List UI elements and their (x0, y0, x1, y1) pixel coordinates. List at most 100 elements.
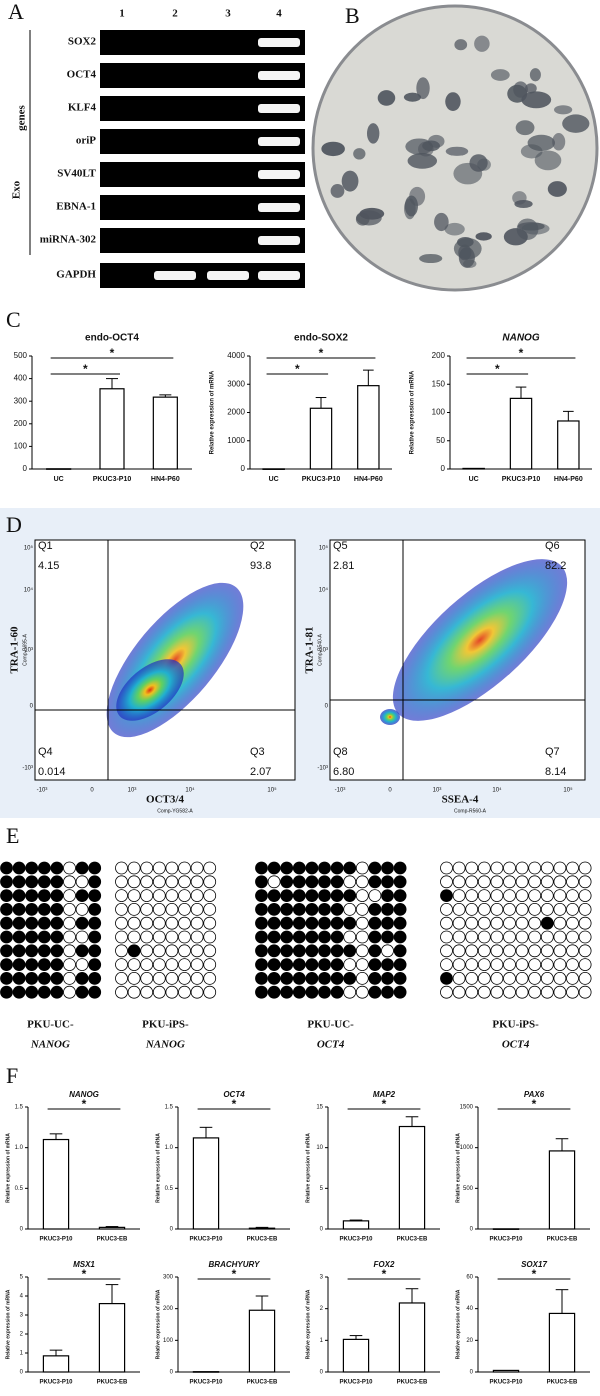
cpg (465, 889, 479, 902)
cpg (578, 944, 592, 958)
cpg (305, 889, 319, 902)
y-tick-label: 300 (163, 1275, 174, 1281)
cpg (566, 930, 579, 944)
bar (342, 1220, 370, 1230)
cpg (503, 916, 516, 930)
colonies (321, 35, 590, 268)
density (392, 559, 568, 721)
cpg (515, 861, 529, 875)
cpg (37, 958, 51, 971)
cpg (343, 889, 357, 902)
cpg (330, 944, 344, 958)
cpg (127, 903, 141, 916)
cpg (318, 944, 331, 958)
significance-label: * (83, 362, 88, 376)
colony (321, 141, 345, 157)
sample-label: PKU-UC- (27, 1019, 74, 1031)
cpg (25, 944, 39, 958)
cpg (515, 944, 529, 958)
cpg (318, 875, 331, 889)
chart-title: NANOG (69, 1090, 99, 1099)
cpg (280, 930, 294, 944)
y-tick-label: 4 (20, 1294, 24, 1300)
cpg (127, 889, 141, 902)
cpg (515, 903, 529, 916)
cpg (152, 889, 166, 902)
cpg (127, 861, 141, 875)
cpg (465, 916, 479, 930)
cpg (115, 875, 128, 889)
y-tick-label: 500 (463, 1186, 474, 1192)
x-tick-label: PKUC3-P10 (302, 476, 341, 483)
cpg (368, 972, 382, 985)
cpg (140, 903, 154, 916)
x-tick-label: 10⁵ (267, 787, 277, 794)
cpg (355, 916, 369, 930)
cpg (318, 916, 331, 930)
y-axis-label: Relative expression of mRNA (210, 370, 216, 454)
cpg (566, 903, 579, 916)
cpg (368, 861, 382, 875)
cpg (503, 972, 516, 985)
gene-label: miRNA-302 (40, 234, 97, 246)
gene-label: KLF4 (68, 102, 97, 114)
cpg (255, 930, 268, 944)
cpg (393, 875, 407, 889)
cpg (381, 944, 394, 958)
cpg (540, 972, 554, 985)
cpg (540, 861, 554, 875)
cpg (330, 985, 344, 999)
cpg (267, 930, 281, 944)
cpg (578, 958, 592, 971)
cpg (393, 972, 407, 985)
y-axis-label: Relative expression of mRNA (305, 1289, 311, 1359)
cpg (115, 861, 128, 875)
cpg (393, 861, 407, 875)
quadrant-name: Q1 (38, 540, 53, 552)
y-tick-label: 100 (432, 408, 446, 417)
bar (509, 397, 533, 470)
chart-title: NANOG (502, 333, 539, 344)
cpg (393, 985, 407, 999)
cpg (152, 875, 166, 889)
cpg (178, 875, 191, 889)
cpg (490, 916, 504, 930)
cpg (127, 958, 141, 971)
significance-label: * (319, 346, 324, 360)
cpg (305, 944, 319, 958)
band (207, 271, 249, 280)
x-tick-label: 10⁵ (563, 787, 573, 794)
quadrant-name: Q3 (250, 746, 265, 758)
cpg (0, 889, 13, 902)
cpg (540, 985, 554, 999)
cpg (63, 889, 76, 902)
quadrant-value: 4.15 (38, 560, 59, 572)
cpg (280, 861, 294, 875)
x-tick-label: HN4-P60 (554, 476, 583, 483)
colony (529, 68, 541, 82)
cpg (318, 861, 331, 875)
x-axis-label: SSEA-4 (442, 794, 479, 806)
cpg (203, 958, 217, 971)
cpg (381, 875, 394, 889)
colony (475, 232, 492, 241)
cpg (152, 903, 166, 916)
x-tick-label: PKUC3-P10 (339, 1380, 373, 1386)
cpg (50, 985, 64, 999)
chart-title: FOX2 (374, 1260, 395, 1269)
cpg (37, 944, 51, 958)
x-tick-label: PKUC3-P10 (502, 476, 541, 483)
cpg (477, 903, 491, 916)
quadrant-name: Q2 (250, 540, 265, 552)
colony (434, 212, 449, 232)
cpg (25, 903, 39, 916)
cpg (140, 875, 154, 889)
cpg (63, 875, 76, 889)
colony (474, 35, 490, 52)
x-tick-label: PKUC3-P10 (189, 1237, 223, 1243)
x-tick-label: 10⁴ (492, 787, 502, 794)
x-tick-label: PKUC3-P10 (489, 1380, 523, 1386)
y-tick-label: 0 (30, 704, 34, 710)
cpg (203, 916, 217, 930)
band (258, 137, 300, 146)
